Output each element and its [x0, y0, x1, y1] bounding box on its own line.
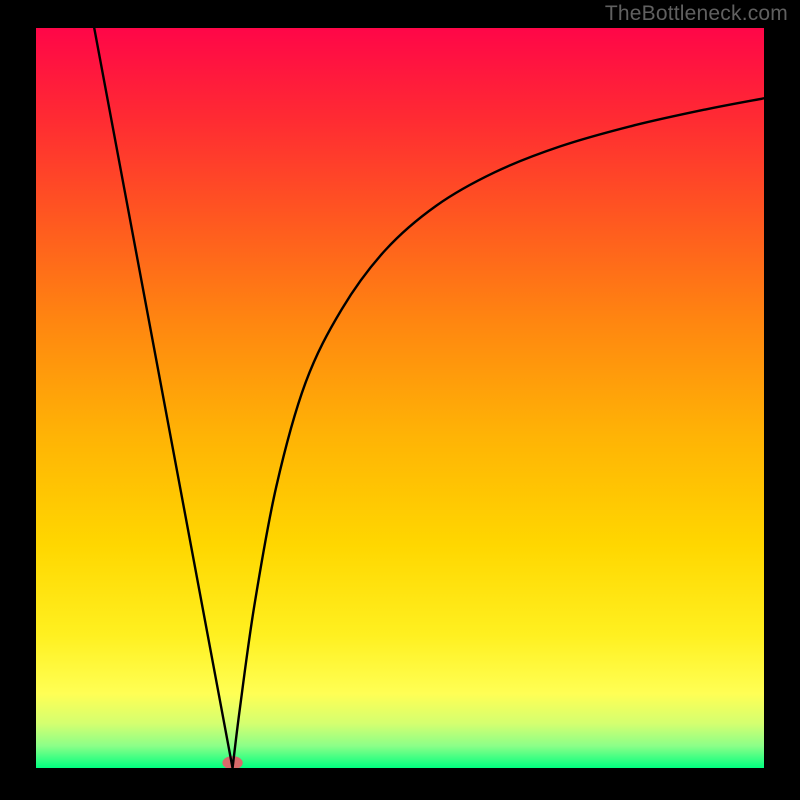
watermark-text: TheBottleneck.com — [605, 2, 788, 26]
chart-container: { "watermark": "TheBottleneck.com", "cha… — [0, 0, 800, 800]
plot-background — [36, 28, 764, 768]
chart-svg — [0, 0, 800, 800]
